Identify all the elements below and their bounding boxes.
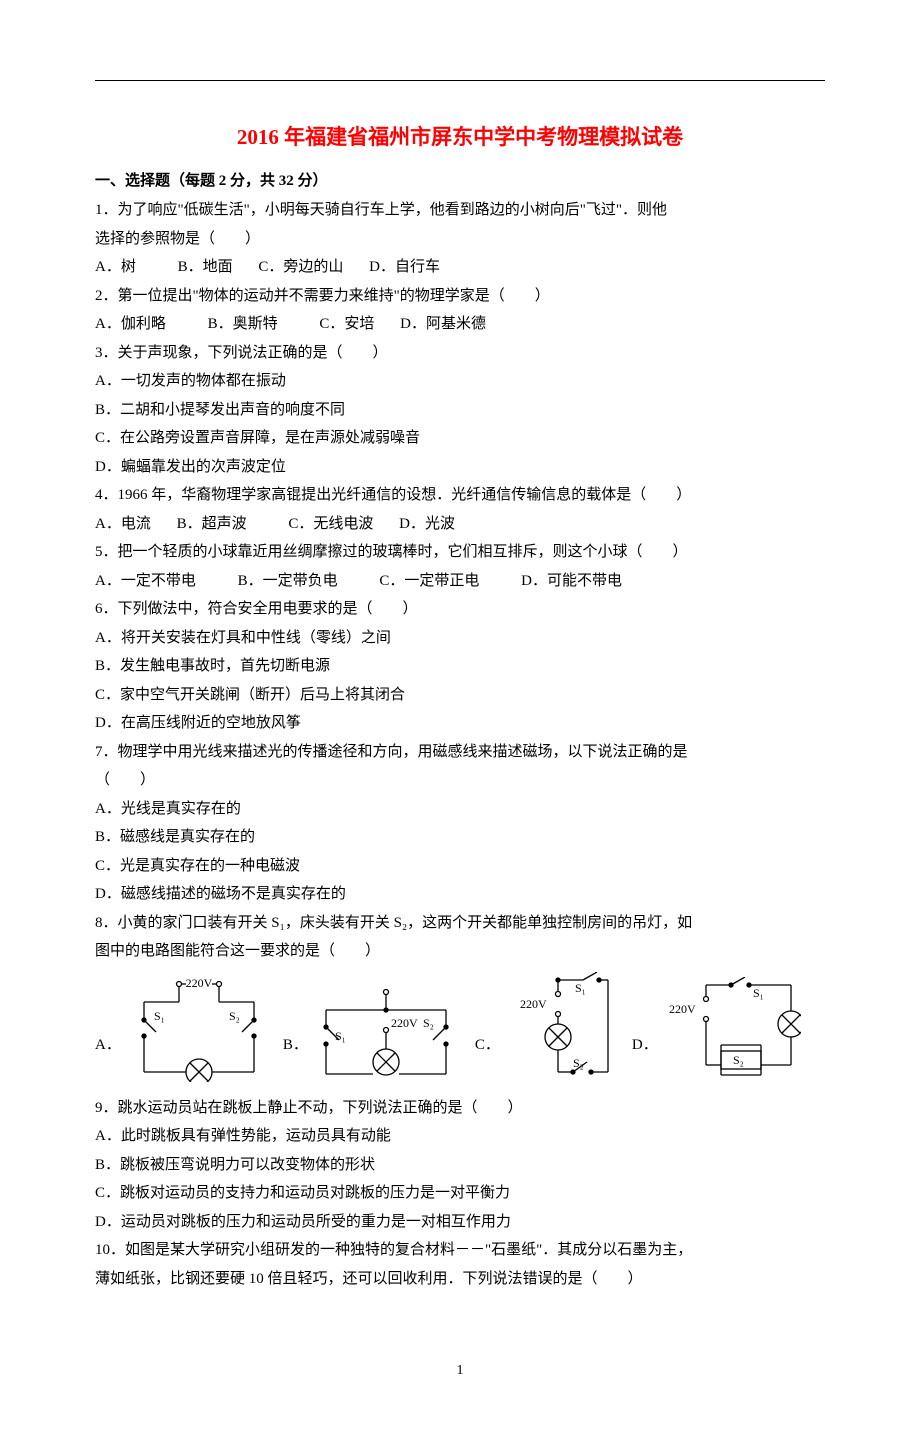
q3-opt-d: D．蝙蝠靠发出的次声波定位 bbox=[95, 453, 825, 482]
q2-opt-a: A．伽利略 bbox=[95, 310, 166, 339]
q1-opt-b: B．地面 bbox=[178, 253, 233, 282]
q8-label-c: C． bbox=[475, 1033, 500, 1082]
circuit-b-svg: 220V S₁ S₂ bbox=[311, 982, 461, 1082]
q7-stem-line1: 7．物理学中用光线来描述光的传播途径和方向，用磁感线来描述磁场，以下说法正确的是 bbox=[95, 738, 825, 767]
circuit-b-s2: S₂ bbox=[423, 1016, 434, 1030]
circuit-d-s1: S₁ bbox=[753, 986, 764, 1000]
q3-stem: 3．关于声现象，下列说法正确的是（ ） bbox=[95, 339, 825, 368]
q8-label-b: B． bbox=[283, 1033, 308, 1082]
q6-opt-c: C．家中空气开关跳闸（断开）后马上将其闭合 bbox=[95, 681, 825, 710]
q8-circuit-c: C． bbox=[475, 972, 618, 1082]
q5-opt-b: B．一定带负电 bbox=[238, 567, 338, 596]
q7-opt-c: C．光是真实存在的一种电磁波 bbox=[95, 852, 825, 881]
q1-options: A．树 B．地面 C．旁边的山 D．自行车 bbox=[95, 253, 825, 282]
q6-opt-a: A．将开关安装在灯具和中性线（零线）之间 bbox=[95, 624, 825, 653]
q2-opt-d: D．阿基米德 bbox=[400, 310, 486, 339]
q7-opt-d: D．磁感线描述的磁场不是真实存在的 bbox=[95, 880, 825, 909]
q5-stem: 5．把一个轻质的小球靠近用丝绸摩擦过的玻璃棒时，它们相互排斥，则这个小球（ ） bbox=[95, 538, 825, 567]
q4-opt-d: D．光波 bbox=[399, 510, 455, 539]
q8-label-d: D． bbox=[632, 1033, 658, 1082]
q7-opt-b: B．磁感线是真实存在的 bbox=[95, 823, 825, 852]
circuit-b-s1: S₁ bbox=[335, 1029, 346, 1043]
q3-opt-a: A．一切发声的物体都在振动 bbox=[95, 367, 825, 396]
q6-stem: 6．下列做法中，符合安全用电要求的是（ ） bbox=[95, 595, 825, 624]
exam-title: 2016 年福建省福州市屏东中学中考物理模拟试卷 bbox=[95, 121, 825, 151]
q6-opt-b: B．发生触电事故时，首先切断电源 bbox=[95, 652, 825, 681]
q9-opt-b: B．跳板被压弯说明力可以改变物体的形状 bbox=[95, 1151, 825, 1180]
q8-stem-line1: 8．小黄的家门口装有开关 S₁，床头装有开关 S₂，这两个开关都能单独控制房间的… bbox=[95, 909, 825, 938]
circuit-a-s2: S₂ bbox=[229, 1009, 240, 1023]
q5-opt-a: A．一定不带电 bbox=[95, 567, 196, 596]
circuit-a-svg: 220V S₁ S₂ bbox=[124, 972, 269, 1082]
q5-options: A．一定不带电 B．一定带负电 C．一定带正电 D．可能不带电 bbox=[95, 567, 825, 596]
q4-stem: 4．1966 年，华裔物理学家高锟提出光纤通信的设想．光纤通信传输信息的载体是（… bbox=[95, 481, 825, 510]
q8-circuit-a: A． bbox=[95, 972, 269, 1082]
q9-opt-a: A．此时跳板具有弹性势能，运动员具有动能 bbox=[95, 1122, 825, 1151]
q4-options: A．电流 B．超声波 C．无线电波 D．光波 bbox=[95, 510, 825, 539]
q6-opt-d: D．在高压线附近的空地放风筝 bbox=[95, 709, 825, 738]
q9-opt-d: D．运动员对跳板的压力和运动员所受的重力是一对相互作用力 bbox=[95, 1208, 825, 1237]
q8-stem-line2: 图中的电路图能符合这一要求的是（ ） bbox=[95, 937, 825, 966]
section-1-header: 一、选择题（每题 2 分，共 32 分） bbox=[95, 169, 825, 190]
circuit-d-svg: S₁ 220V S₂ bbox=[661, 977, 801, 1082]
q9-stem: 9．跳水运动员站在跳板上静止不动，下列说法正确的是（ ） bbox=[95, 1094, 825, 1123]
circuit-d-voltage: 220V bbox=[669, 1002, 696, 1016]
q2-stem: 2．第一位提出"物体的运动并不需要力来维持"的物理学家是（ ） bbox=[95, 282, 825, 311]
q2-opt-c: C．安培 bbox=[319, 310, 374, 339]
circuit-b-voltage: 220V bbox=[391, 1016, 418, 1030]
q7-stem-line2: （ ） bbox=[95, 766, 825, 795]
circuit-a-voltage: 220V bbox=[186, 976, 213, 990]
q1-stem-line1: 1．为了响应"低碳生活"，小明每天骑自行车上学，他看到路边的小树向后"飞过"．则… bbox=[95, 196, 825, 225]
q5-opt-d: D．可能不带电 bbox=[521, 567, 622, 596]
q9-opt-c: C．跳板对运动员的支持力和运动员对跳板的压力是一对平衡力 bbox=[95, 1179, 825, 1208]
q8-circuit-b: B． bbox=[283, 982, 461, 1082]
circuit-c-s2: S₂ bbox=[573, 1056, 584, 1070]
q1-opt-a: A．树 bbox=[95, 253, 136, 282]
q2-options: A．伽利略 B．奥斯特 C．安培 D．阿基米德 bbox=[95, 310, 825, 339]
circuit-c-svg: S₁ 220V S₂ bbox=[503, 972, 618, 1082]
circuit-c-voltage: 220V bbox=[520, 997, 547, 1011]
q2-opt-b: B．奥斯特 bbox=[208, 310, 278, 339]
circuit-c-s1: S₁ bbox=[575, 981, 586, 995]
q4-opt-c: C．无线电波 bbox=[288, 510, 373, 539]
page-number: 1 bbox=[95, 1363, 825, 1379]
q1-stem-line2: 选择的参照物是（ ） bbox=[95, 225, 825, 254]
q7-opt-a: A．光线是真实存在的 bbox=[95, 795, 825, 824]
q8-circuit-row: A． bbox=[95, 972, 825, 1082]
q3-opt-c: C．在公路旁设置声音屏障，是在声源处减弱噪音 bbox=[95, 424, 825, 453]
q3-opt-b: B．二胡和小提琴发出声音的响度不同 bbox=[95, 396, 825, 425]
q8-circuit-d: D． bbox=[632, 977, 801, 1082]
q1-opt-d: D．自行车 bbox=[369, 253, 440, 282]
q8-label-a: A． bbox=[95, 1033, 121, 1082]
q4-opt-a: A．电流 bbox=[95, 510, 151, 539]
q10-stem-line1: 10．如图是某大学研究小组研发的一种独特的复合材料－－"石墨纸"．其成分以石墨为… bbox=[95, 1236, 825, 1265]
circuit-d-s2: S₂ bbox=[733, 1053, 744, 1067]
q4-opt-b: B．超声波 bbox=[177, 510, 247, 539]
circuit-a-s1: S₁ bbox=[154, 1009, 165, 1023]
q1-opt-c: C．旁边的山 bbox=[258, 253, 343, 282]
top-rule bbox=[95, 80, 825, 81]
q5-opt-c: C．一定带正电 bbox=[379, 567, 479, 596]
q10-stem-line2: 薄如纸张，比钢还要硬 10 倍且轻巧，还可以回收利用．下列说法错误的是（ ） bbox=[95, 1265, 825, 1294]
